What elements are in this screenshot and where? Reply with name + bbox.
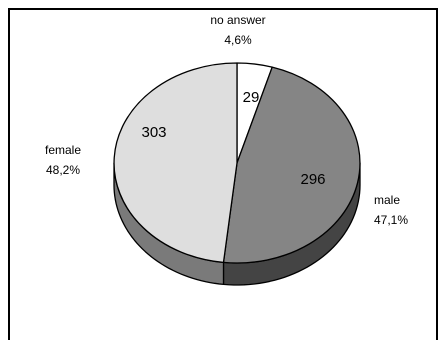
category-label-male: male [374, 193, 400, 207]
data-label-no-answer: 29 [243, 89, 260, 106]
data-label-female: 303 [141, 124, 166, 141]
pie-slice-female [113, 62, 238, 264]
chart-border [8, 8, 438, 340]
data-label-male: 296 [300, 171, 325, 188]
percent-label-female: 48,2% [46, 163, 80, 177]
percent-label-male: 47,1% [374, 213, 408, 227]
pie-top-layer [113, 62, 361, 264]
category-label-no-answer: no answer [210, 13, 265, 27]
pie-side-layer [113, 162, 361, 286]
pie-slice-male [222, 66, 361, 264]
category-label-female: female [45, 143, 81, 157]
pie-label-layer: 29 no answer 4,6% 296 male 47,1% 303 female 48,2… [45, 13, 408, 227]
percent-label-no-answer: 4,6% [224, 33, 252, 47]
